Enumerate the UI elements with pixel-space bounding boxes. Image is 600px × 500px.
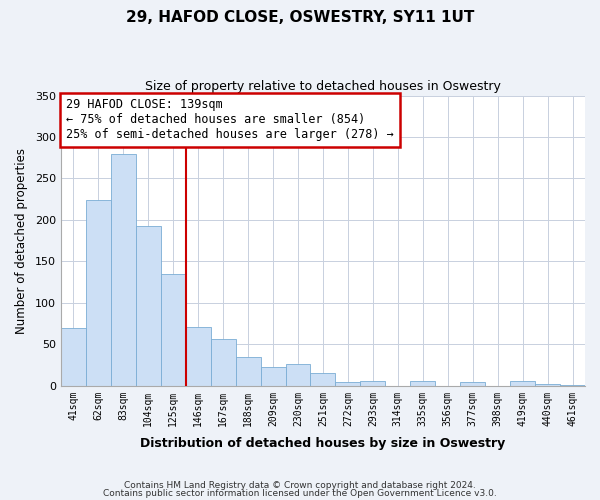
Bar (361, 381, 385, 386)
Bar (535, 384, 560, 386)
Text: Contains public sector information licensed under the Open Government Licence v3: Contains public sector information licen… (103, 488, 497, 498)
Bar (161, 274, 186, 386)
Bar (260, 366, 286, 386)
Bar (236, 357, 260, 386)
Title: Size of property relative to detached houses in Oswestry: Size of property relative to detached ho… (145, 80, 501, 93)
Bar (211, 338, 236, 386)
X-axis label: Distribution of detached houses by size in Oswestry: Distribution of detached houses by size … (140, 437, 506, 450)
Bar (86, 200, 111, 386)
Bar (186, 327, 211, 386)
Text: 29 HAFOD CLOSE: 139sqm
← 75% of detached houses are smaller (854)
25% of semi-de: 29 HAFOD CLOSE: 139sqm ← 75% of detached… (66, 98, 394, 142)
Bar (560, 385, 585, 386)
Bar (460, 382, 485, 386)
Bar (335, 382, 361, 386)
Text: Contains HM Land Registry data © Crown copyright and database right 2024.: Contains HM Land Registry data © Crown c… (124, 481, 476, 490)
Bar (136, 226, 161, 386)
Bar (61, 328, 86, 386)
Y-axis label: Number of detached properties: Number of detached properties (15, 148, 28, 334)
Text: 29, HAFOD CLOSE, OSWESTRY, SY11 1UT: 29, HAFOD CLOSE, OSWESTRY, SY11 1UT (126, 10, 474, 25)
Bar (510, 381, 535, 386)
Bar (111, 154, 136, 386)
Bar (410, 381, 435, 386)
Bar (310, 374, 335, 386)
Bar (286, 364, 310, 386)
